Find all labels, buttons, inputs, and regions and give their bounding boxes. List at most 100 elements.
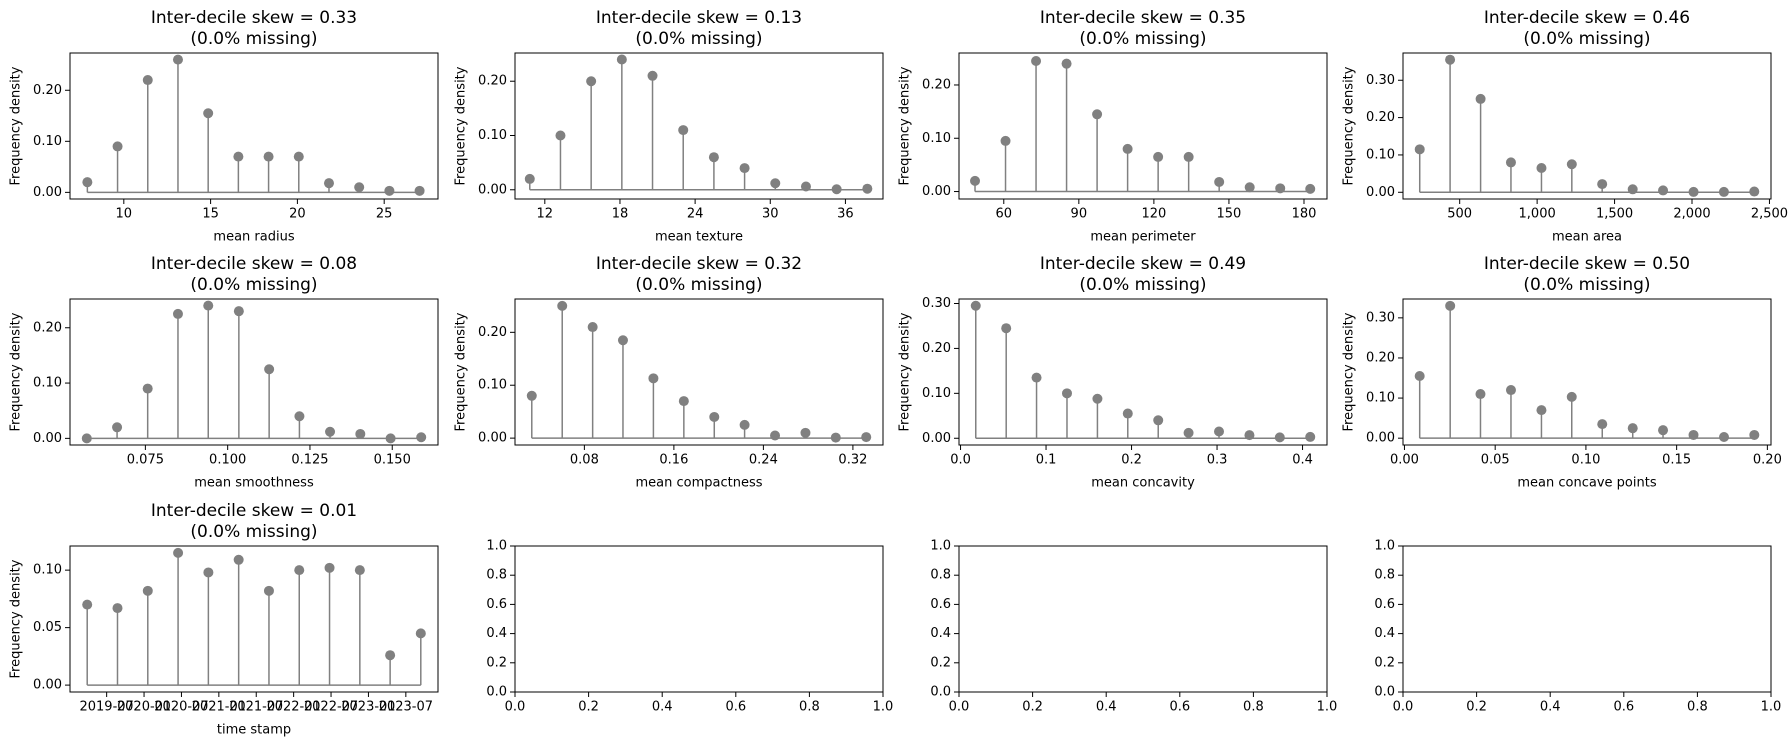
stem-marker xyxy=(557,300,568,311)
x-tick-label: 0.08 xyxy=(570,453,599,468)
stem-marker xyxy=(1153,151,1164,162)
stem-marker xyxy=(1445,300,1456,311)
y-tick-label: 0.6 xyxy=(930,597,951,612)
stem-marker xyxy=(414,185,425,196)
y-tick-label: 0.20 xyxy=(1366,350,1395,365)
stem-marker xyxy=(1274,432,1285,443)
x-axis-label: mean smoothness xyxy=(194,476,314,491)
axes-frame xyxy=(958,52,1328,200)
stem-marker xyxy=(1566,159,1577,170)
stem-marker xyxy=(800,427,811,438)
x-tick-label: 0.1 xyxy=(1036,453,1057,468)
stem-marker xyxy=(800,181,811,192)
stem-marker xyxy=(355,428,366,439)
stem-marker xyxy=(1061,388,1072,399)
panel-subtitle: (0.0% missing) xyxy=(190,522,317,542)
y-tick-label: 0.00 xyxy=(33,185,62,200)
stem-marker xyxy=(1000,135,1011,146)
panel-title: Inter-decile skew = 0.35 xyxy=(1040,8,1246,28)
y-tick-label: 0.10 xyxy=(478,128,507,143)
x-axis-label: mean radius xyxy=(213,230,294,245)
stem-marker xyxy=(1092,109,1103,120)
stem-marker xyxy=(1536,163,1547,174)
panel-title: Inter-decile skew = 0.49 xyxy=(1040,254,1246,274)
stem-marker xyxy=(861,432,872,443)
x-tick-label: 0.32 xyxy=(838,453,867,468)
y-axis-label: Frequency density xyxy=(9,559,24,678)
stem-marker xyxy=(1475,93,1486,104)
stem-marker xyxy=(1536,405,1547,416)
stem-marker xyxy=(1092,393,1103,404)
y-tick-label: 1.0 xyxy=(1374,539,1395,554)
x-tick-label: 1.0 xyxy=(1761,700,1782,715)
y-tick-label: 0.00 xyxy=(922,184,951,199)
x-tick-label: 0.00 xyxy=(1390,453,1419,468)
y-tick-label: 1.0 xyxy=(930,539,951,554)
y-tick-label: 0.30 xyxy=(1366,73,1395,88)
x-tick-label: 15 xyxy=(202,207,219,222)
stem-marker xyxy=(203,567,214,578)
x-axis-label: mean perimeter xyxy=(1090,230,1196,245)
x-tick-label: 0.16 xyxy=(659,453,688,468)
stem-marker xyxy=(586,76,597,87)
x-tick-label: 500 xyxy=(1447,207,1472,222)
stem-marker xyxy=(770,430,781,441)
x-tick-label: 0.0 xyxy=(949,700,970,715)
y-tick-label: 0.10 xyxy=(1366,391,1395,406)
x-tick-label: 0.100 xyxy=(209,453,246,468)
y-tick-label: 0.6 xyxy=(1374,597,1395,612)
panel-title: Inter-decile skew = 0.33 xyxy=(151,8,357,28)
x-tick-label: 2,500 xyxy=(1751,207,1788,222)
y-tick-label: 0.20 xyxy=(1366,110,1395,125)
stem-marker xyxy=(555,130,566,141)
y-tick-label: 0.00 xyxy=(33,678,62,693)
x-tick-label: 2023-07 xyxy=(379,700,433,715)
x-tick-label: 0.6 xyxy=(1169,700,1190,715)
stem-marker xyxy=(617,335,628,346)
x-tick-label: 0.05 xyxy=(1481,453,1510,468)
x-tick-label: 1,000 xyxy=(1519,207,1556,222)
panel-subtitle: (0.0% missing) xyxy=(190,275,317,295)
x-tick-label: 18 xyxy=(612,207,629,222)
y-tick-label: 0.0 xyxy=(930,685,951,700)
x-tick-label: 0.0 xyxy=(1393,700,1414,715)
x-tick-label: 2020-07 xyxy=(154,700,208,715)
x-axis-label: mean area xyxy=(1552,230,1622,245)
x-tick-label: 0.10 xyxy=(1571,453,1600,468)
y-tick-label: 0.8 xyxy=(486,568,507,583)
stem-marker xyxy=(1122,143,1133,154)
y-tick-label: 0.20 xyxy=(478,74,507,89)
panel-subtitle: (0.0% missing) xyxy=(190,29,317,49)
x-tick-label: 0.6 xyxy=(1613,700,1634,715)
x-tick-label: 2022-07 xyxy=(304,700,358,715)
stem-marker xyxy=(1275,183,1286,194)
y-axis-label: Frequency density xyxy=(1342,66,1357,185)
stem-marker xyxy=(1719,431,1730,442)
y-axis-label: Frequency density xyxy=(454,312,469,431)
x-tick-label: 36 xyxy=(837,207,854,222)
y-tick-label: 0.20 xyxy=(33,320,62,335)
stem-marker xyxy=(830,432,841,443)
y-tick-label: 0.20 xyxy=(478,325,507,340)
stem-marker xyxy=(142,383,153,394)
axes-frame xyxy=(958,298,1328,446)
stem-marker xyxy=(526,390,537,401)
x-tick-label: 0.150 xyxy=(374,453,411,468)
stem-marker xyxy=(1414,144,1425,155)
stem-marker xyxy=(233,151,244,162)
stem-marker xyxy=(1244,430,1255,441)
stem-marker xyxy=(1001,323,1012,334)
stem-marker xyxy=(82,599,93,610)
y-tick-label: 0.05 xyxy=(33,620,62,635)
stem-marker xyxy=(1658,185,1669,196)
x-tick-label: 2020-01 xyxy=(117,700,171,715)
x-tick-label: 30 xyxy=(762,207,779,222)
x-tick-label: 0.2 xyxy=(1466,700,1487,715)
axes-frame xyxy=(514,545,884,693)
y-tick-label: 0.00 xyxy=(1366,431,1395,446)
stem-marker xyxy=(1505,157,1516,168)
x-tick-label: 2023-01 xyxy=(341,700,395,715)
y-tick-label: 0.10 xyxy=(1366,147,1395,162)
stem-marker xyxy=(739,163,750,174)
stem-marker xyxy=(264,364,275,375)
